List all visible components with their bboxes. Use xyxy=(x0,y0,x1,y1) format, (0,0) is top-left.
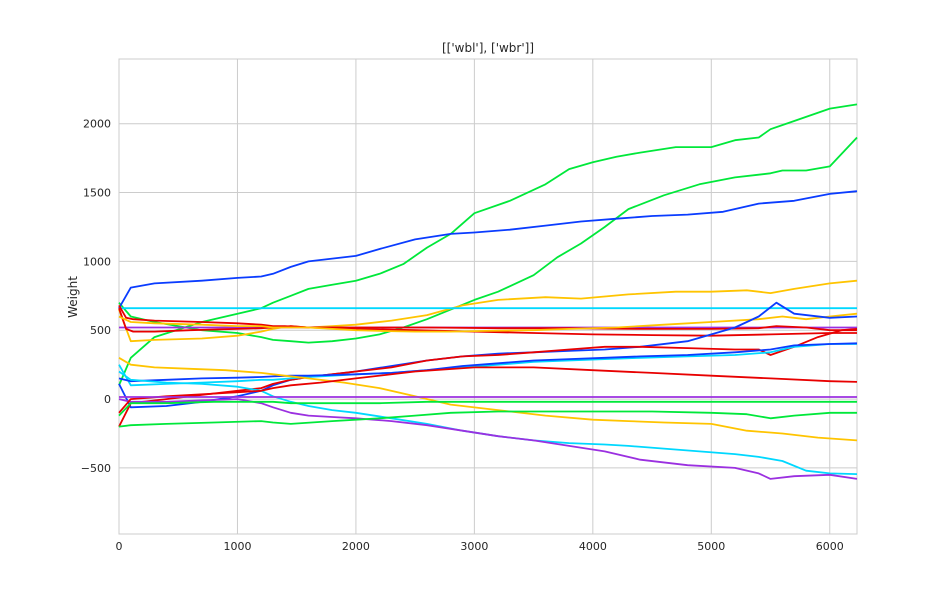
grid xyxy=(118,59,857,534)
series-line-4 xyxy=(118,279,858,343)
y-tick-labels: −500 0 500 1000 1500 2000 xyxy=(81,118,111,475)
x-tick-label: 5000 xyxy=(697,540,725,553)
series-line-8 xyxy=(118,307,857,333)
x-tick-label: 3000 xyxy=(460,540,488,553)
y-tick-label: 1500 xyxy=(83,187,111,200)
series-line-1 xyxy=(118,103,858,386)
x-tick-label: 4000 xyxy=(579,540,607,553)
series-line-2 xyxy=(118,136,858,344)
y-tick-label: −500 xyxy=(81,462,111,475)
y-axis-label: Weight xyxy=(66,276,80,318)
series-line-19 xyxy=(118,400,857,417)
plot-background xyxy=(118,58,858,535)
x-tick-label: 1000 xyxy=(223,540,251,553)
x-tick-label: 2000 xyxy=(342,540,370,553)
x-tick-label: 6000 xyxy=(816,540,844,553)
series-line-20 xyxy=(118,410,857,428)
x-tick-label: 0 xyxy=(116,540,123,553)
series-line-9 xyxy=(118,312,858,333)
series-line-16 xyxy=(118,398,858,480)
y-tick-label: 1000 xyxy=(83,255,111,268)
series-lines xyxy=(118,103,858,480)
series-line-14 xyxy=(118,357,858,442)
y-tick-label: 2000 xyxy=(83,118,111,131)
series-line-17 xyxy=(118,366,858,414)
series-line-3 xyxy=(118,190,858,309)
y-tick-label: 0 xyxy=(104,393,111,406)
y-tick-label: 500 xyxy=(90,324,111,337)
chart-title: [['wbl'], ['wbr']] xyxy=(442,41,534,55)
x-tick-labels: 0 1000 2000 3000 4000 5000 6000 xyxy=(116,540,844,553)
